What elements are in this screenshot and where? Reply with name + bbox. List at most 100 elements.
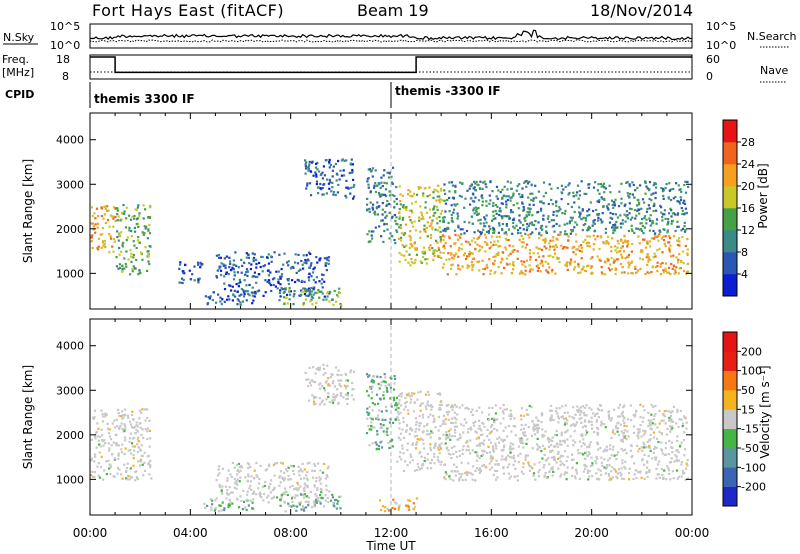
range-gate-cell [115, 442, 118, 446]
range-gate-cell [278, 253, 281, 256]
range-gate-cell [542, 238, 545, 242]
range-gate-cell [428, 194, 431, 197]
range-gate-cell [459, 236, 462, 239]
range-gate-cell [683, 431, 686, 434]
range-gate-cell [489, 468, 492, 471]
range-gate-cell [530, 198, 533, 201]
range-gate-cell [672, 264, 675, 267]
range-gate-cell [404, 405, 407, 408]
range-gate-cell [644, 180, 647, 183]
range-gate-cell [219, 300, 222, 303]
range-gate-cell [143, 461, 146, 464]
range-gate-cell [501, 228, 504, 232]
range-gate-cell [380, 410, 383, 413]
range-gate-cell [106, 219, 110, 222]
range-gate-cell [565, 264, 568, 268]
range-gate-cell [534, 184, 537, 187]
range-gate-cell [566, 466, 569, 469]
range-gate-cell [384, 211, 387, 214]
range-gate-cell [432, 214, 435, 217]
range-gate-cell [376, 433, 379, 436]
range-gate-cell [433, 188, 436, 191]
range-gate-cell [109, 214, 112, 217]
power-x-ticks [89, 113, 693, 309]
range-gate-cell [682, 438, 686, 442]
range-gate-cell [492, 447, 495, 450]
range-gate-cell [278, 299, 281, 302]
range-gate-cell [663, 242, 666, 245]
range-gate-cell [120, 451, 124, 454]
range-gate-cell [387, 176, 391, 179]
range-gate-cell [405, 250, 408, 253]
range-gate-cell [629, 185, 632, 188]
range-gate-cell [399, 239, 403, 242]
range-gate-cell [369, 416, 372, 419]
range-gate-cell [654, 445, 657, 448]
range-gate-cell [566, 429, 569, 432]
range-gate-cell [137, 436, 140, 439]
range-gate-cell [397, 508, 400, 511]
range-gate-cell [669, 418, 672, 421]
range-gate-cell [235, 487, 238, 490]
range-gate-cell [291, 484, 294, 487]
range-gate-cell [655, 209, 658, 212]
range-gate-cell [395, 186, 398, 189]
range-gate-cell [399, 393, 402, 396]
range-gate-cell [316, 488, 319, 491]
range-gate-cell [453, 403, 457, 406]
range-gate-cell [103, 469, 106, 472]
range-gate-cell [649, 438, 652, 441]
range-gate-cell [628, 212, 631, 215]
range-gate-cell [629, 449, 632, 452]
range-gate-cell [577, 452, 580, 455]
range-gate-cell [385, 389, 389, 392]
range-gate-cell [581, 405, 584, 408]
range-gate-cell [316, 186, 320, 189]
range-gate-cell [593, 230, 596, 233]
range-gate-cell [451, 435, 454, 438]
freq-unit-label: [MHz] [2, 66, 34, 79]
range-gate-cell [325, 398, 328, 401]
range-gate-cell [603, 191, 606, 194]
range-gate-cell [144, 246, 147, 249]
range-gate-cell [312, 500, 315, 503]
range-gate-cell [329, 181, 332, 184]
range-gate-cell [604, 426, 607, 429]
range-gate-cell [244, 273, 247, 276]
range-gate-cell [619, 423, 622, 426]
range-gate-cell [685, 211, 688, 215]
range-gate-cell [392, 396, 395, 399]
range-gate-cell [577, 271, 580, 275]
range-gate-cell [558, 206, 561, 209]
range-gate-cell [313, 501, 316, 505]
range-gate-cell [485, 204, 488, 207]
range-gate-cell [663, 415, 666, 418]
range-gate-cell [545, 247, 548, 250]
range-gate-cell [484, 241, 487, 244]
range-gate-cell [588, 443, 591, 446]
range-gate-cell [540, 421, 543, 424]
range-gate-cell [292, 295, 295, 298]
range-gate-cell [488, 406, 491, 409]
range-gate-cell [663, 209, 666, 212]
range-gate-cell [614, 425, 618, 428]
range-gate-cell [471, 252, 474, 255]
range-gate-cell [647, 425, 650, 428]
colorbar-tick-label: -100 [741, 461, 766, 474]
range-gate-cell [683, 416, 687, 419]
range-gate-cell [442, 433, 445, 436]
range-gate-cell [430, 222, 433, 225]
range-gate-cell [614, 267, 617, 270]
range-gate-cell [140, 454, 143, 457]
colorbar-tick-label: -50 [741, 442, 759, 455]
velocity-colorbar-label: Velocity [m s⁻¹] [758, 365, 772, 458]
range-gate-cell [436, 455, 439, 458]
range-gate-cell [444, 471, 447, 474]
range-gate-cell [561, 212, 564, 215]
range-gate-cell [314, 464, 317, 467]
range-gate-cell [596, 431, 599, 434]
range-gate-cell [506, 435, 509, 438]
range-gate-cell [616, 472, 619, 475]
range-gate-cell [470, 411, 473, 414]
range-gate-cell [308, 266, 312, 269]
